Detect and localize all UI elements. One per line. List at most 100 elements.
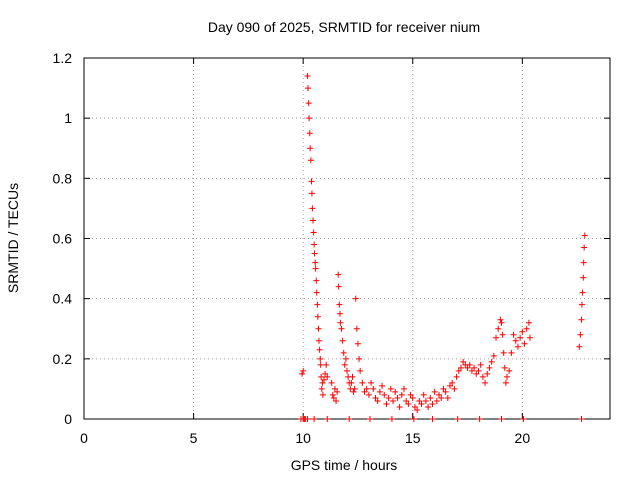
data-point — [580, 259, 587, 266]
data-point — [444, 394, 451, 401]
data-point — [431, 388, 438, 395]
data-point — [323, 361, 330, 368]
data-point — [498, 319, 505, 326]
data-point — [351, 385, 358, 392]
data-point — [379, 382, 386, 389]
data-point — [305, 100, 312, 107]
data-point — [436, 391, 443, 398]
data-point — [453, 373, 460, 380]
y-tick-label: 0.6 — [53, 231, 73, 247]
data-point — [304, 416, 311, 422]
data-point — [427, 394, 434, 401]
data-point — [346, 416, 353, 422]
data-point — [454, 416, 461, 422]
data-point — [356, 355, 363, 362]
data-point — [495, 325, 502, 332]
data-point — [359, 379, 366, 386]
data-point — [497, 316, 504, 323]
y-tick-label: 0.2 — [53, 351, 73, 367]
data-point — [353, 325, 360, 332]
data-point — [409, 394, 416, 401]
data-point — [385, 394, 392, 401]
data-point — [400, 385, 407, 392]
data-point — [367, 416, 374, 422]
data-point — [500, 349, 507, 356]
x-tick-label: 20 — [515, 430, 531, 446]
data-point — [486, 364, 493, 371]
data-point — [512, 337, 519, 344]
data-point — [455, 367, 462, 374]
data-point — [407, 391, 414, 398]
data-point — [520, 416, 527, 422]
y-tick-labels: 0 0.2 0.4 0.6 0.8 1 1.2 — [53, 50, 73, 427]
data-point — [365, 391, 372, 398]
data-point — [318, 385, 325, 392]
data-point — [340, 349, 347, 356]
data-point — [418, 400, 425, 407]
data-point — [440, 385, 447, 392]
data-point — [307, 157, 314, 164]
data-point — [521, 340, 528, 347]
data-point — [460, 358, 467, 365]
data-point — [310, 217, 317, 224]
data-point — [396, 403, 403, 410]
y-axis-label: SRMTID / TECUs — [5, 183, 21, 293]
data-point — [376, 388, 383, 395]
data-point — [447, 382, 454, 389]
data-point — [313, 277, 320, 284]
data-point — [490, 352, 497, 359]
data-point — [312, 265, 319, 272]
data-point — [311, 416, 318, 422]
data-point — [479, 373, 486, 380]
data-point — [579, 289, 586, 296]
data-point — [315, 337, 322, 344]
data-point — [336, 310, 343, 317]
data-point — [337, 319, 344, 326]
data-point — [336, 301, 343, 308]
data-point — [484, 370, 491, 377]
data-point — [349, 373, 356, 380]
data-point — [335, 271, 342, 278]
data-point — [466, 361, 473, 368]
data-point — [344, 367, 350, 374]
data-point — [352, 295, 359, 302]
data-point — [482, 379, 489, 386]
data-point — [429, 400, 436, 407]
data-point — [361, 388, 368, 395]
data-point — [429, 416, 436, 422]
data-point — [464, 364, 471, 371]
chart-title: Day 090 of 2025, SRMTID for receiver niu… — [208, 19, 480, 35]
data-point — [363, 385, 370, 392]
data-point — [581, 244, 588, 251]
data-point — [330, 394, 337, 401]
data-point — [334, 388, 341, 395]
y-tick-label: 0.4 — [53, 291, 73, 307]
data-point — [354, 340, 361, 347]
data-point — [499, 331, 506, 338]
data-point — [341, 361, 348, 368]
data-point — [320, 376, 327, 383]
data-point — [578, 301, 585, 308]
data-point — [468, 367, 475, 374]
data-point — [523, 325, 530, 332]
data-point — [394, 394, 401, 401]
y-tick-label: 0 — [64, 411, 72, 427]
data-point — [580, 274, 587, 281]
data-point — [368, 379, 375, 386]
data-point — [433, 397, 440, 404]
data-point — [381, 391, 388, 398]
data-point — [357, 367, 364, 374]
data-point — [442, 388, 449, 395]
data-point — [581, 232, 588, 239]
data-point — [315, 325, 322, 332]
data-point — [374, 397, 381, 404]
data-point — [519, 328, 526, 335]
x-tick-label: 0 — [80, 430, 88, 446]
data-point — [398, 391, 405, 398]
data-point — [475, 367, 482, 374]
x-axis-label: GPS time / hours — [291, 457, 398, 473]
data-point — [476, 416, 483, 422]
data-point — [411, 403, 418, 410]
data-point — [388, 416, 395, 422]
data-point — [304, 73, 311, 80]
